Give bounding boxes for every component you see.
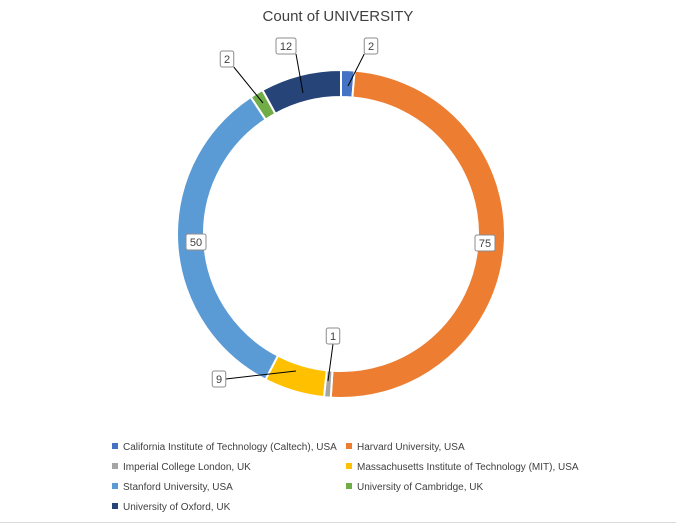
donut-chart: 2 75 1 9 50 2 12 [176,37,507,400]
legend: California Institute of Technology (Calt… [0,440,676,520]
legend-swatch [346,443,352,450]
data-label-box [211,370,227,388]
leader-line [327,343,334,382]
leader-line [233,66,264,104]
legend-label: Stanford University, USA [123,482,233,493]
legend-item: California Institute of Technology (Calt… [112,442,337,453]
data-label: 9 [216,374,222,386]
legend-item: Harvard University, USA [346,442,465,453]
data-label-box [219,50,235,68]
legend-label: California Institute of Technology (Calt… [123,442,337,453]
legend-swatch [112,483,118,490]
donut-slice [261,68,342,116]
legend-item: Massachusetts Institute of Technology (M… [346,462,579,473]
legend-label: Massachusetts Institute of Technology (M… [357,462,579,473]
data-label: 2 [224,54,230,66]
legend-item: University of Oxford, UK [112,502,230,513]
legend-label: University of Oxford, UK [123,502,231,513]
legend-item: University of Cambridge, UK [346,482,483,493]
data-label: 12 [280,41,292,53]
data-label-box [474,234,496,252]
divider [0,522,676,523]
data-label-box [363,37,379,55]
donut-slice [329,69,507,400]
legend-swatch [112,503,118,510]
legend-swatch [112,463,118,470]
data-label: 2 [368,41,374,53]
leader-line [295,53,304,94]
legend-label: University of Cambridge, UK [357,482,484,493]
data-label-box [275,37,297,55]
data-label: 75 [479,238,491,250]
data-label-box [185,233,207,251]
legend-swatch [346,463,352,470]
data-label: 50 [190,237,202,249]
legend-item: Stanford University, USA [112,482,233,493]
data-label-box [325,327,341,345]
legend-label: Harvard University, USA [357,442,465,453]
chart-title: Count of UNIVERSITY [262,8,414,25]
leader-line [347,53,365,87]
legend-swatch [112,443,118,450]
legend-item: Imperial College London, UK [112,462,251,473]
data-label: 1 [330,331,336,343]
legend-label: Imperial College London, UK [123,462,251,473]
leader-line [225,370,297,380]
legend-swatch [346,483,352,490]
